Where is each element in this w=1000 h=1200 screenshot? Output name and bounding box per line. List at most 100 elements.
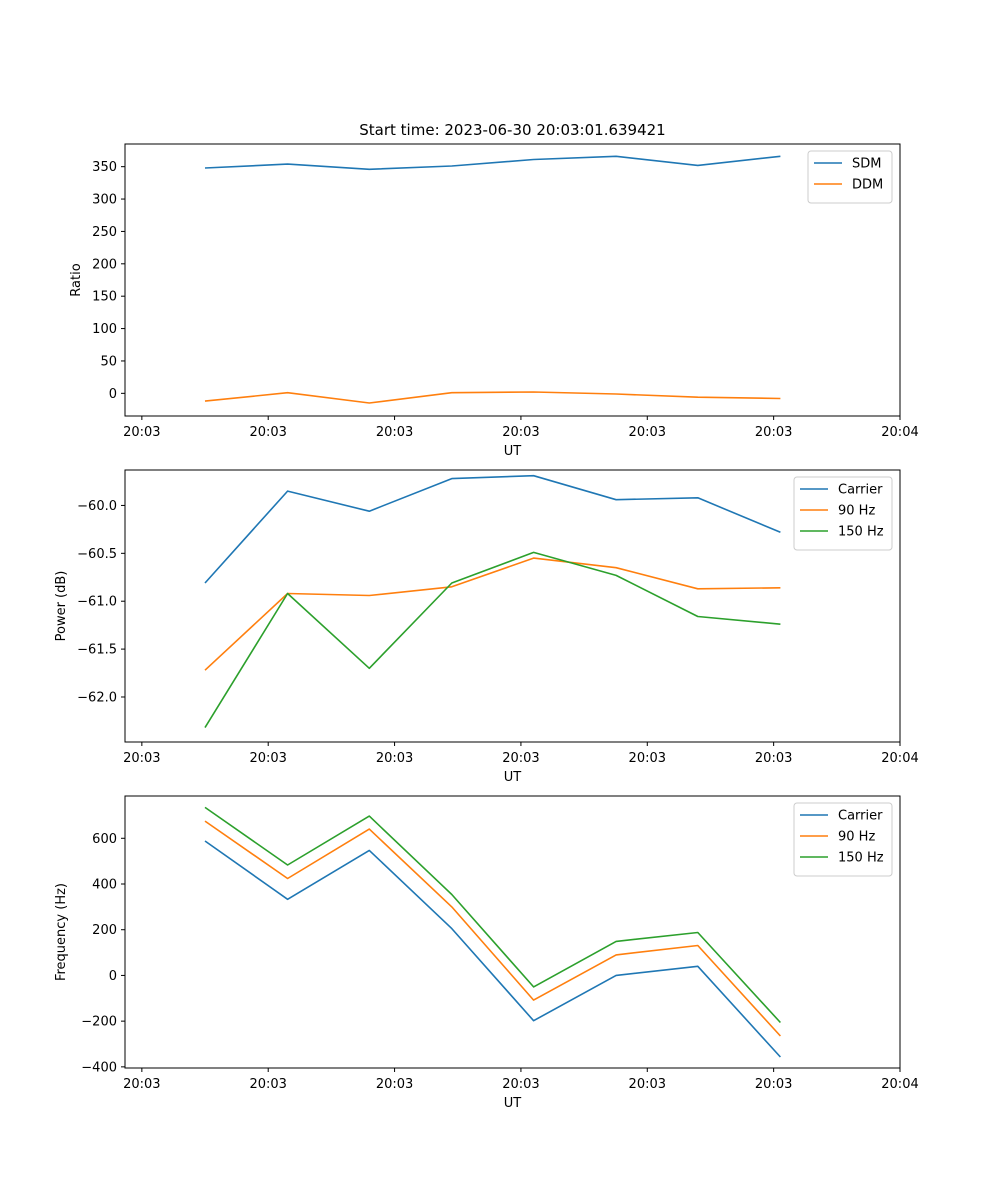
- data-point-2-2-5: [533, 557, 535, 559]
- data-point-1-2-8: [780, 398, 782, 400]
- data-point-3-1-6: [615, 975, 617, 977]
- x-tick-label: 20:03: [502, 425, 539, 440]
- series-line-1-1: [204, 155, 781, 171]
- series-line-3-1: [204, 840, 781, 1058]
- data-point-3-3-5: [533, 986, 535, 988]
- y-tick-label: 50: [100, 354, 117, 369]
- data-point-3-3-6: [615, 941, 617, 943]
- legend-label: 150 Hz: [838, 525, 884, 540]
- data-point-1-2-6: [615, 393, 617, 395]
- x-tick-label: 20:03: [249, 1077, 286, 1092]
- y-axis-label: Ratio: [69, 263, 84, 296]
- data-point-3-2-6: [615, 954, 617, 956]
- series-line-2-1: [204, 474, 781, 584]
- x-tick-label: 20:03: [249, 425, 286, 440]
- y-tick-label: 150: [92, 290, 117, 305]
- x-tick-label: 20:04: [881, 1077, 918, 1092]
- y-tick-label: 250: [92, 225, 117, 240]
- data-point-3-3-7: [697, 932, 699, 934]
- data-point-3-3-2: [287, 864, 289, 866]
- data-point-1-1-4: [451, 165, 453, 167]
- data-point-2-1-5: [533, 475, 535, 477]
- x-tick-label: 20:03: [249, 751, 286, 766]
- legend-label: Carrier: [838, 483, 883, 498]
- x-tick-label: 20:04: [881, 751, 918, 766]
- data-point-3-2-1: [204, 820, 206, 822]
- y-axis-label: Frequency (Hz): [54, 883, 69, 981]
- data-point-2-3-8: [780, 623, 782, 625]
- data-point-3-2-2: [287, 878, 289, 880]
- y-tick-label: 0: [109, 969, 117, 984]
- x-tick-label: 20:03: [376, 1077, 413, 1092]
- x-tick-label: 20:03: [629, 425, 666, 440]
- legend-2: Carrier 90 Hz 150 Hz: [793, 476, 893, 551]
- subplot-1: 20:03 20:03 20:03 20:03 20:03 20:03 20:04 0 50 10…: [69, 143, 919, 459]
- x-tick-label: 20:03: [502, 1077, 539, 1092]
- y-tick-label: 600: [92, 832, 117, 847]
- data-point-1-1-8: [780, 156, 782, 158]
- data-point-3-2-7: [697, 945, 699, 947]
- data-point-3-1-8: [780, 1056, 782, 1058]
- series-line-1-2: [204, 391, 781, 404]
- data-point-2-3-6: [615, 575, 617, 577]
- x-tick-label: 20:03: [123, 1077, 160, 1092]
- data-point-1-1-3: [369, 169, 371, 171]
- legend-label: Carrier: [838, 809, 883, 824]
- data-point-2-3-4: [451, 582, 453, 584]
- y-tick-label: −60.0: [77, 499, 117, 514]
- data-point-2-1-6: [615, 499, 617, 501]
- data-point-3-2-5: [533, 999, 535, 1001]
- x-axis-label: UT: [504, 444, 522, 459]
- data-point-2-1-1: [204, 582, 206, 584]
- y-tick-label: −61.5: [77, 643, 117, 658]
- legend-box: [807, 150, 893, 204]
- x-tick-label: 20:03: [629, 1077, 666, 1092]
- data-point-2-3-1: [204, 727, 206, 729]
- data-point-2-1-3: [369, 510, 371, 512]
- data-point-2-1-8: [780, 532, 782, 534]
- data-point-3-1-4: [451, 928, 453, 930]
- x-tick-label: 20:03: [123, 751, 160, 766]
- series-line-3-3: [204, 806, 781, 1024]
- data-point-2-2-4: [451, 586, 453, 588]
- figure-title: Start time: 2023-06-30 20:03:01.639421: [359, 121, 665, 139]
- y-tick-label: −60.5: [77, 547, 117, 562]
- x-tick-label: 20:03: [755, 751, 792, 766]
- data-point-2-2-3: [369, 595, 371, 597]
- x-tick-label: 20:03: [376, 751, 413, 766]
- x-axis-label: UT: [504, 770, 522, 785]
- x-tick-label: 20:03: [755, 1077, 792, 1092]
- data-point-2-1-2: [287, 490, 289, 492]
- x-axis-label: UT: [504, 1096, 522, 1111]
- y-tick-label: 100: [92, 322, 117, 337]
- y-axis-label: Power (dB): [54, 571, 69, 642]
- y-tick-label: −400: [81, 1060, 117, 1075]
- data-point-1-2-4: [451, 392, 453, 394]
- axes-frame-2: [124, 469, 901, 743]
- data-point-2-3-3: [369, 668, 371, 670]
- legend-label: SDM: [852, 157, 881, 172]
- data-point-1-1-1: [204, 167, 206, 169]
- y-tick-label: 200: [92, 923, 117, 938]
- y-tick-label: 400: [92, 878, 117, 893]
- data-point-2-2-1: [204, 669, 206, 671]
- data-point-3-3-8: [780, 1022, 782, 1024]
- y-tick-label: −62.0: [77, 690, 117, 705]
- data-point-1-1-7: [697, 165, 699, 167]
- x-tick-label: 20:04: [881, 425, 918, 440]
- data-point-3-1-7: [697, 966, 699, 968]
- data-point-3-3-1: [204, 807, 206, 809]
- x-tick-label: 20:03: [755, 425, 792, 440]
- data-point-3-3-4: [451, 894, 453, 896]
- legend-label: DDM: [852, 178, 883, 193]
- data-point-3-1-3: [369, 850, 371, 852]
- x-tick-label: 20:03: [629, 751, 666, 766]
- data-point-3-2-8: [780, 1035, 782, 1037]
- legend-label: 90 Hz: [838, 504, 875, 519]
- axes-frame-3: [124, 795, 901, 1069]
- y-tick-label: 200: [92, 257, 117, 272]
- legend-label: 150 Hz: [838, 851, 884, 866]
- legend-1: SDM DDM: [807, 150, 893, 204]
- data-point-3-2-3: [369, 828, 371, 830]
